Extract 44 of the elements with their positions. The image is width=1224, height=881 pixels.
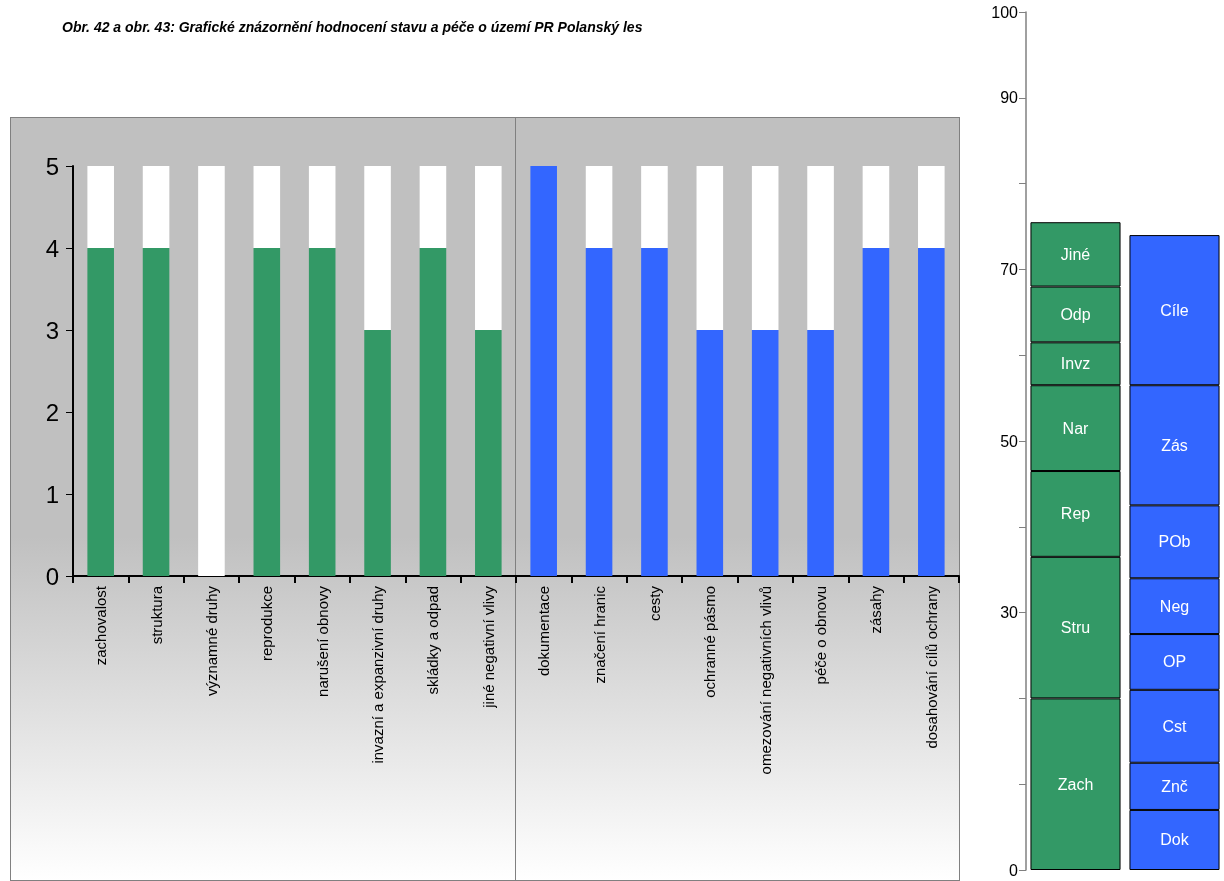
series-label: Nar: [1062, 419, 1090, 437]
chart-title: Obr. 42 a obr. 43: Grafické znázornění hodnocení stavu a péče o území PR Polanský les: [62, 18, 644, 36]
y-tick-label: 0: [1009, 861, 1019, 879]
y-tick-label: 90: [1000, 89, 1019, 107]
x-tick-label: struktura: [147, 585, 165, 645]
x-tick-label: cesty: [645, 585, 663, 622]
series-label: Jiné: [1060, 245, 1091, 263]
series-label: Dok: [1160, 831, 1190, 849]
series-label: POb: [1158, 533, 1191, 551]
y-tick-label: 100: [991, 3, 1019, 21]
series-label: Rep: [1060, 505, 1091, 523]
series-label: Cíle: [1160, 301, 1189, 319]
series-label: Zás: [1161, 436, 1188, 454]
y-tick-label: 5: [45, 152, 59, 180]
series-label: OP: [1162, 653, 1187, 671]
series-label: Znč: [1161, 777, 1188, 795]
y-tick-label: 50: [1000, 432, 1019, 450]
y-tick-label: 1: [45, 480, 59, 508]
x-tick-label: skládky a odpad: [424, 586, 442, 695]
x-tick-label: invazní a expanzivní druhy: [369, 585, 387, 764]
x-tick-label: reprodukce: [258, 586, 276, 662]
x-tick-label: péče o obnovu: [812, 586, 830, 685]
series-label: Cst: [1162, 717, 1188, 735]
x-tick-label: dokumentace: [535, 586, 553, 677]
y-tick-label: 2: [45, 398, 59, 426]
y-tick-label: 0: [45, 562, 59, 590]
x-tick-label: narušení obnovy: [313, 585, 331, 697]
x-tick-label: jiné negativní vlivy: [479, 585, 497, 709]
y-tick-label: 3: [45, 316, 59, 344]
x-tick-label: zásahy: [867, 585, 885, 634]
y-tick-label: 30: [1000, 604, 1019, 622]
x-tick-label: dosahování cílů ochrany: [922, 585, 940, 749]
y-tick-label: 70: [1000, 260, 1019, 278]
x-tick-label: ochranné pásmo: [701, 586, 719, 698]
x-tick-label: značení hranic: [590, 585, 608, 684]
series-label: Neg: [1159, 597, 1190, 615]
x-tick-label: významné druhy: [202, 585, 220, 697]
series-label: Stru: [1060, 619, 1091, 637]
x-tick-label: zachovalost: [92, 585, 110, 666]
x-tick-label: omezování negativních vlivů: [756, 586, 774, 775]
series-label: Invz: [1060, 355, 1091, 373]
series-label: Odp: [1060, 305, 1091, 323]
y-tick-label: 4: [45, 234, 59, 262]
series-label: Zach: [1057, 775, 1094, 793]
